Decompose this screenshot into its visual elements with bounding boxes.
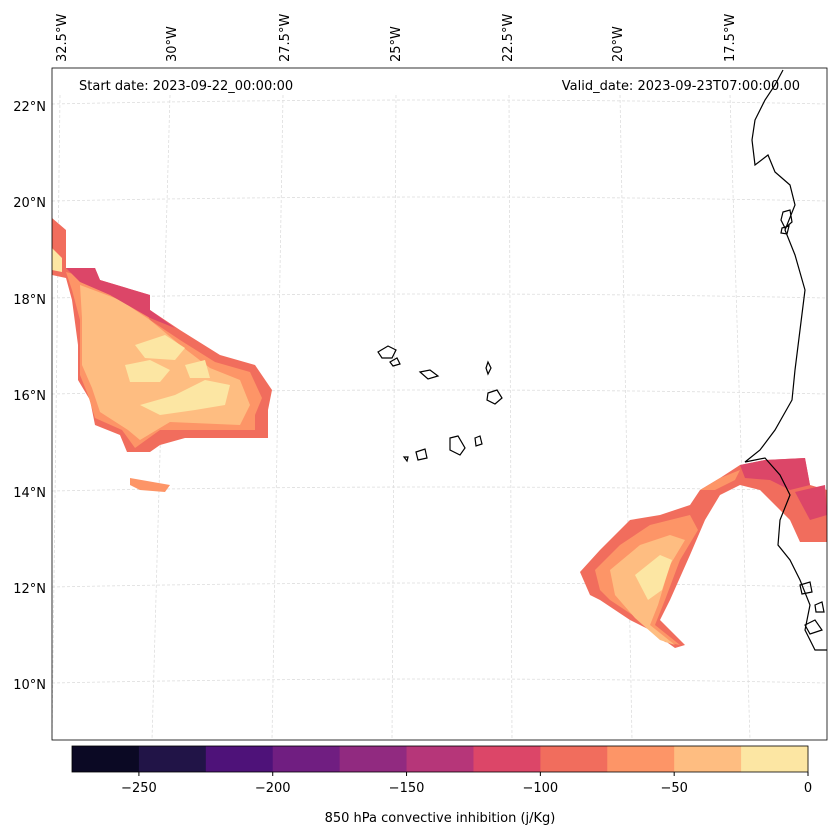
cin-region-west [52,218,272,492]
colorbar [72,746,809,772]
colorbar-swatch [406,746,474,772]
lat-label: 20°N [13,196,46,211]
colorbar-swatch [607,746,675,772]
lon-label: 27.5°W [278,14,293,62]
colorbar-swatch [138,746,207,772]
start-date-label: Start date: 2023-09-22_00:00:00 [79,79,293,94]
valid-date-label: Valid_date: 2023-09-23T07:00:00.00 [562,79,800,94]
colorbar-label: 850 hPa convective inhibition (j/Kg) [325,811,556,826]
cin-region-east [580,458,827,648]
colorbar-swatch [741,746,809,772]
longitude-labels: 32.5°W 30°W 27.5°W 25°W 22.5°W 20°W 17.5… [55,14,738,62]
lon-label: 20°W [611,26,626,62]
colorbar-frame [71,745,809,773]
lat-label: 16°N [13,389,46,404]
lat-label: 14°N [13,486,46,501]
colorbar-swatch [540,746,608,772]
lon-label: 32.5°W [55,14,70,62]
lon-label: 17.5°W [723,14,738,62]
colorbar-ticks: −250 −200 −150 −100 −50 0 [121,772,812,796]
lon-label: 25°W [389,26,404,62]
colorbar-swatch [339,746,408,772]
colorbar-tick-label: −150 [389,781,425,796]
lat-label: 22°N [13,100,46,115]
colorbar-swatch [674,746,742,772]
colorbar-swatch [205,746,274,772]
colorbar-swatch [72,746,140,772]
coastlines [377,69,827,651]
latitude-labels: 22°N 20°N 18°N 16°N 14°N 12°N 10°N [13,100,46,693]
colorbar-tick-label: −250 [121,781,157,796]
map-frame [51,67,828,741]
lon-label: 30°W [165,26,180,62]
colorbar-swatch [272,746,341,772]
colorbar-tick-label: −200 [255,781,291,796]
lat-label: 18°N [13,293,46,308]
colorbar-tick-label: −100 [523,781,559,796]
colorbar-tick-label: −50 [660,781,687,796]
colorbar-swatch [473,746,541,772]
lat-label: 12°N [13,582,46,597]
colorbar-tick-label: 0 [804,781,812,796]
lat-label: 10°N [13,678,46,693]
lon-label: 22.5°W [501,14,516,62]
